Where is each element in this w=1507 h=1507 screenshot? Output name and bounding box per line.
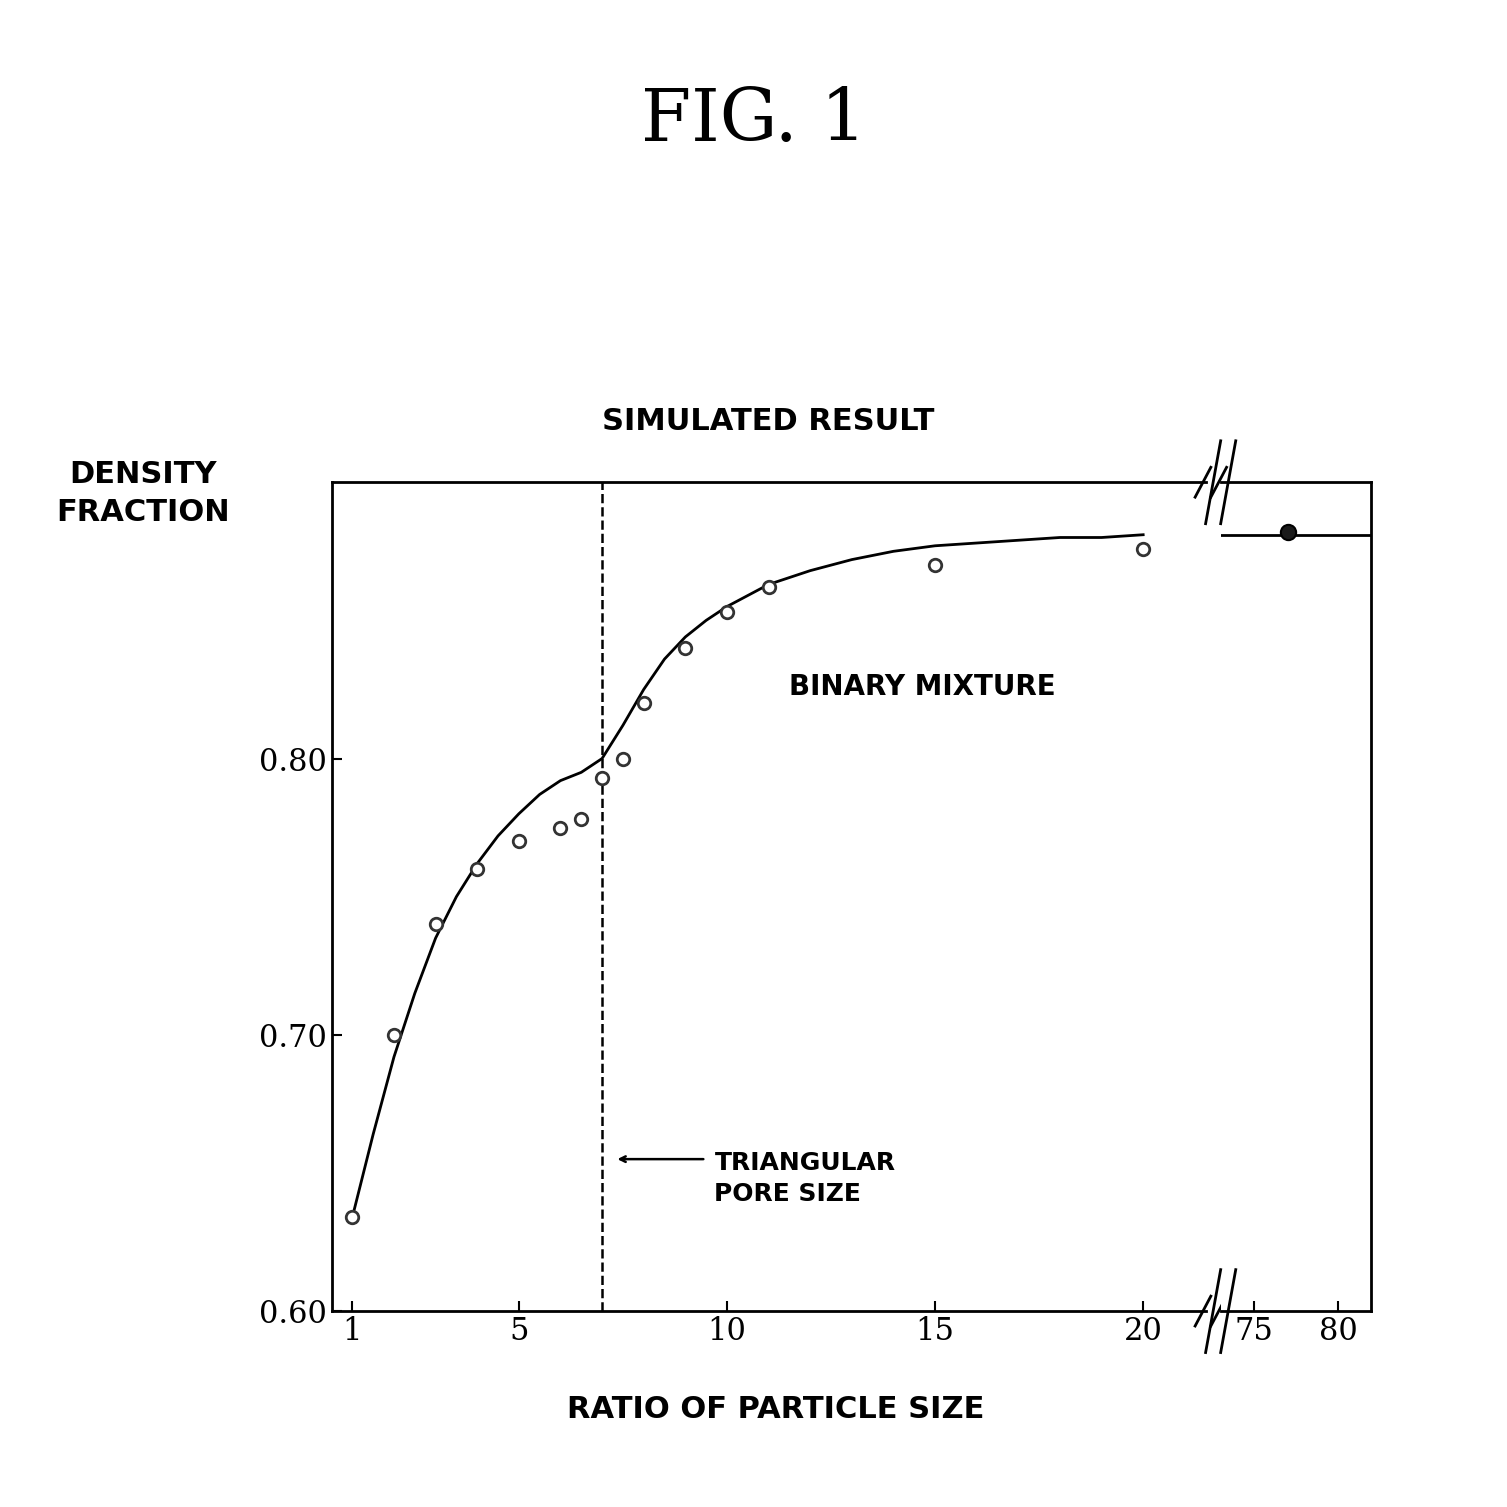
Text: BINARY MIXTURE: BINARY MIXTURE (790, 672, 1056, 701)
Text: TRIANGULAR
PORE SIZE: TRIANGULAR PORE SIZE (714, 1151, 895, 1206)
Text: DENSITY: DENSITY (69, 460, 217, 490)
Text: FRACTION: FRACTION (56, 497, 231, 527)
Text: RATIO OF PARTICLE SIZE: RATIO OF PARTICLE SIZE (568, 1394, 984, 1424)
Text: SIMULATED RESULT: SIMULATED RESULT (603, 407, 934, 437)
Text: FIG. 1: FIG. 1 (640, 86, 867, 155)
